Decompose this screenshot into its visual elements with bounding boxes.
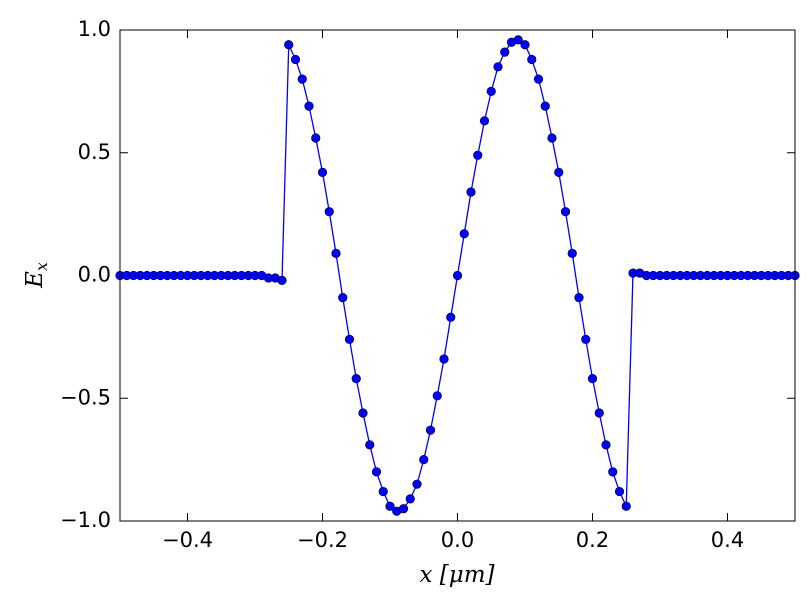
marker [358, 408, 368, 418]
marker [412, 479, 422, 489]
marker [466, 187, 476, 197]
marker [452, 270, 463, 281]
x-axis-label: x [μm] [420, 562, 495, 588]
marker [405, 494, 415, 504]
marker [432, 391, 442, 401]
marker [540, 101, 550, 111]
marker [311, 133, 321, 143]
marker [304, 101, 314, 111]
plot-frame [119, 29, 796, 522]
marker [398, 504, 409, 514]
marker [621, 501, 631, 511]
marker [351, 374, 361, 384]
marker [594, 408, 604, 418]
marker [331, 248, 341, 259]
marker [547, 133, 557, 143]
y-tick-label: 0.5 [78, 140, 111, 164]
y-label-sub: x [32, 262, 51, 271]
marker [500, 47, 510, 57]
x-tick-label: 0.4 [711, 528, 744, 552]
marker [284, 40, 294, 50]
marker [297, 74, 307, 84]
marker [344, 334, 355, 344]
marker [608, 467, 618, 477]
marker [338, 292, 348, 303]
x-tick-label: −0.4 [162, 528, 213, 552]
marker [473, 150, 483, 160]
marker [601, 440, 611, 450]
marker [486, 86, 496, 96]
marker [419, 455, 429, 465]
y-tick-label: −0.5 [60, 385, 111, 409]
marker [277, 275, 287, 286]
marker [527, 54, 537, 65]
marker [378, 486, 388, 497]
marker [574, 292, 584, 303]
marker [459, 229, 469, 239]
marker [614, 486, 625, 497]
marker [533, 74, 544, 84]
marker [425, 425, 436, 435]
marker [439, 354, 449, 364]
x-tick-label: 0.0 [441, 528, 474, 552]
marker [560, 207, 571, 217]
marker [493, 62, 503, 72]
marker [587, 374, 598, 384]
marker [520, 40, 530, 50]
y-tick-label: 0.0 [78, 263, 111, 287]
y-tick-label: 1.0 [78, 17, 111, 41]
marker [567, 248, 577, 259]
x-tick-label: −0.2 [297, 528, 348, 552]
marker [317, 167, 328, 177]
marker [513, 35, 523, 45]
y-tick-label: −1.0 [60, 508, 111, 532]
marker [371, 467, 382, 477]
marker [479, 116, 490, 126]
marker [385, 501, 395, 511]
marker [554, 167, 564, 177]
y-label-base: E [22, 271, 48, 289]
marker [446, 312, 456, 322]
marker [581, 334, 591, 344]
marker [290, 54, 301, 65]
x-tick-label: 0.2 [576, 528, 609, 552]
marker [365, 440, 375, 450]
y-axis-label: Ex [22, 262, 51, 289]
marker [324, 207, 334, 217]
